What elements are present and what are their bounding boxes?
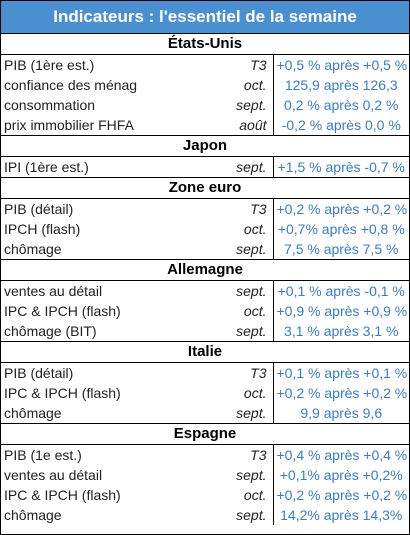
value-cell: +0,9 % après +0,9 % (276, 303, 408, 319)
value-cell: +0,1% après +0,2% (279, 467, 403, 483)
period-cell: sept. (137, 280, 274, 301)
period-cell: oct. (137, 485, 274, 505)
value-cell: +0,2 % après +0,2 % (276, 385, 408, 401)
value-cell: +0,7% après +0,8 % (277, 221, 405, 237)
section-title: Allemagne (1, 259, 409, 281)
indicator-label: PIB (1e est.) (4, 447, 82, 463)
indicator-label: ventes au détail (4, 283, 103, 299)
table-row: IPC & IPCH (flash) oct. +0,2 % après +0,2 … (1, 383, 409, 403)
table-row: PIB (détail) T3 +0,2 % après +0,2 % (1, 198, 409, 219)
value-cell: 7,5 % après 7,5 % (284, 241, 399, 257)
table-row: IPI (1ère est.) sept. +1,5 % après -0,7 % (1, 156, 409, 178)
period-cell: sept. (137, 505, 274, 525)
period-cell: sept. (137, 156, 274, 178)
indicator-label: chômage (4, 405, 62, 421)
value-cell: 125,9 après 126,3 (284, 77, 398, 93)
indicator-label: prix immobilier FHFA (4, 117, 134, 133)
indicator-label: confiance des ménages (4, 77, 137, 93)
indicator-label: chômage (4, 241, 62, 257)
table-row: IPCH (flash) oct. +0,7% après +0,8 % (1, 219, 409, 239)
section-title: Espagne (1, 423, 409, 445)
indicator-label: IPI (1ère est.) (4, 159, 89, 175)
section-header-row: États-Unis (1, 34, 409, 55)
table-row: PIB (1ère est.) T3 +0,5 % après +0,5 % (1, 54, 409, 75)
period-cell: sept. (137, 403, 274, 424)
section-header-row: Allemagne (1, 259, 409, 281)
period-cell: sept. (137, 321, 274, 342)
table-row: prix immobilier FHFA août -0,2 % après 0,0… (1, 115, 409, 136)
table-row: IPC & IPCH (flash) oct. +0,2 % après +0,2 … (1, 485, 409, 505)
value-cell: +0,2 % après +0,2 % (276, 201, 408, 217)
section-title: Japon (1, 135, 409, 157)
indicator-label: ventes au détail (4, 467, 103, 483)
table-row: chômage sept. 14,2% après 14,3% (1, 505, 409, 525)
value-cell: +0,2 % après +0,2 % (276, 487, 408, 503)
period-cell: oct. (137, 383, 274, 403)
period-cell: oct. (137, 301, 274, 321)
period-cell: oct. (137, 219, 274, 239)
value-cell: +0,1 % après +0,1 % (276, 365, 408, 381)
period-cell: août (137, 115, 274, 136)
indicator-label: PIB (1ère est.) (4, 57, 95, 73)
indicator-label: chômage (4, 507, 62, 523)
value-cell: +0,1 % après -0,1 % (277, 283, 405, 299)
table-row: IPC & IPCH (flash) oct. +0,9 % après +0,9 … (1, 301, 409, 321)
table-title: Indicateurs : l'essentiel de la semaine (1, 1, 409, 34)
indicator-label: PIB (détail) (4, 365, 74, 381)
indicator-label: IPC & IPCH (flash) (4, 487, 121, 503)
period-cell: oct. (137, 75, 274, 95)
table-row: chômage (BIT) sept. 3,1 % après 3,1 % (1, 321, 409, 342)
indicator-label: IPC & IPCH (flash) (4, 303, 121, 319)
section-title: États-Unis (1, 34, 409, 55)
indicator-label: consommation (4, 97, 96, 113)
indicator-label: chômage (BIT) (4, 323, 97, 339)
value-cell: 9,9 après 9,6 (300, 405, 383, 421)
table-row: chômage sept. 9,9 après 9,6 (1, 403, 409, 424)
table-row: chômage sept. 7,5 % après 7,5 % (1, 239, 409, 260)
value-cell: -0,2 % après 0,0 % (281, 117, 401, 133)
period-cell: sept. (137, 239, 274, 260)
table-row: ventes au détail sept. +0,1 % après -0,1 % (1, 280, 409, 301)
value-cell: +0,4 % après +0,4 % (276, 447, 408, 463)
section-header-row: Japon (1, 135, 409, 157)
section-title: Italie (1, 341, 409, 363)
table-row: consommation sept. 0,2 % après 0,2 % (1, 95, 409, 115)
table-row: PIB (1e est.) T3 +0,4 % après +0,4 % (1, 444, 409, 465)
value-cell: 3,1 % après 3,1 % (284, 323, 399, 339)
period-cell: sept. (137, 465, 274, 485)
table-row: ventes au détail sept. +0,1% après +0,2% (1, 465, 409, 485)
indicator-label: PIB (détail) (4, 201, 74, 217)
period-cell: T3 (137, 198, 274, 219)
indicators-table-body: États-Unis PIB (1ère est.) T3 +0,5 % après … (1, 34, 409, 525)
value-cell: 0,2 % après 0,2 % (284, 97, 399, 113)
table-row: PIB (détail) T3 +0,1 % après +0,1 % (1, 362, 409, 383)
value-cell: +1,5 % après -0,7 % (277, 159, 405, 175)
value-cell: +0,5 % après +0,5 % (276, 57, 408, 73)
section-header-row: Zone euro (1, 177, 409, 199)
period-cell: T3 (137, 444, 274, 465)
indicator-label: IPC & IPCH (flash) (4, 385, 121, 401)
section-header-row: Italie (1, 341, 409, 363)
value-cell: 14,2% après 14,3% (280, 507, 403, 523)
section-header-row: Espagne (1, 423, 409, 445)
indicator-label: IPCH (flash) (4, 221, 81, 237)
table-row: confiance des ménagesoct. 125,9 après 126… (1, 75, 409, 95)
period-cell: T3 (137, 362, 274, 383)
period-cell: T3 (137, 54, 274, 75)
period-cell: sept. (137, 95, 274, 115)
section-title: Zone euro (1, 177, 409, 199)
indicators-table: États-Unis PIB (1ère est.) T3 +0,5 % après … (1, 34, 409, 525)
